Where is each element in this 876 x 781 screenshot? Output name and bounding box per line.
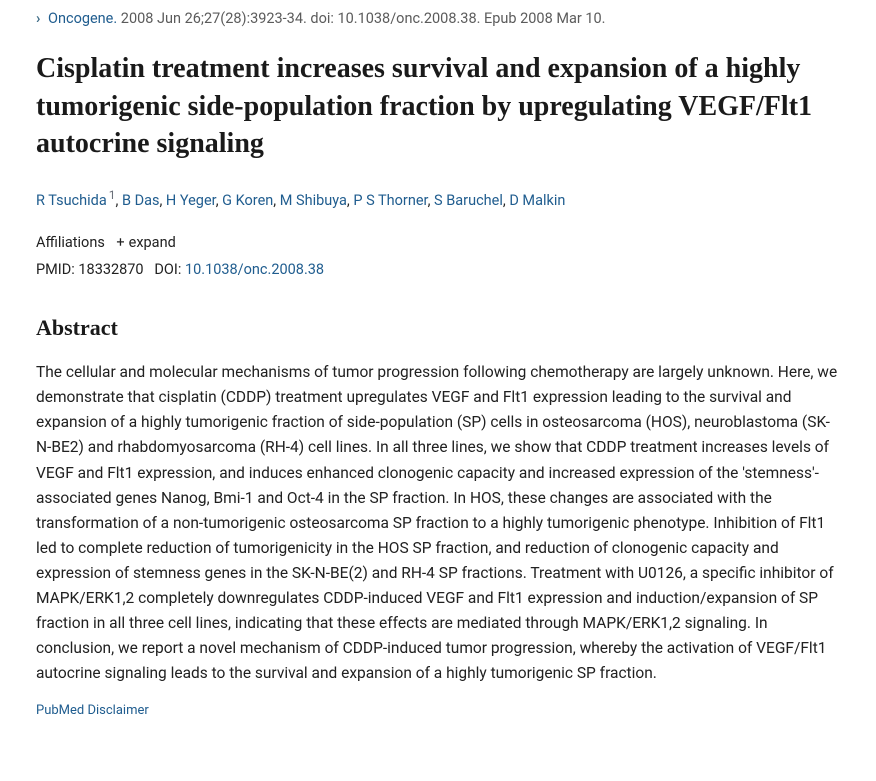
pmid-value: 18332870 — [78, 261, 143, 278]
author-link[interactable]: R Tsuchida — [36, 192, 107, 209]
plus-icon[interactable]: + — [116, 234, 124, 251]
author-link[interactable]: B Das — [122, 192, 160, 209]
expand-button[interactable]: expand — [129, 234, 176, 251]
author-link[interactable]: H Yeger — [166, 192, 216, 209]
abstract-text: The cellular and molecular mechanisms of… — [36, 360, 840, 686]
author-link[interactable]: S Baruchel — [434, 192, 503, 209]
author-link[interactable]: P S Thorner — [353, 192, 427, 209]
pmid-label: PMID: — [36, 261, 75, 278]
authors-list: R Tsuchida1, B Das, H Yeger, G Koren, M … — [36, 185, 840, 213]
affiliations-row: Affiliations + expand — [36, 232, 840, 254]
abstract-heading: Abstract — [36, 311, 840, 344]
doi-link[interactable]: 10.1038/onc.2008.38 — [185, 261, 324, 278]
citation-text: 2008 Jun 26;27(28):3923-34. doi: 10.1038… — [117, 10, 605, 27]
doi-label: DOI: — [154, 261, 181, 278]
pubmed-disclaimer-link[interactable]: PubMed Disclaimer — [36, 703, 149, 718]
author-link[interactable]: M Shibuya — [280, 192, 347, 209]
identifiers-row: PMID: 18332870 DOI: 10.1038/onc.2008.38 — [36, 259, 840, 281]
affiliations-label: Affiliations — [36, 234, 105, 251]
author-link[interactable]: G Koren — [222, 192, 273, 209]
chevron-right-icon: › — [36, 10, 40, 27]
journal-link[interactable]: Oncogene. — [48, 10, 117, 27]
breadcrumb: › Oncogene. 2008 Jun 26;27(28):3923-34. … — [36, 8, 840, 30]
disclaimer-row: PubMed Disclaimer — [36, 701, 840, 721]
author-link[interactable]: D Malkin — [509, 192, 565, 209]
article-title: Cisplatin treatment increases survival a… — [36, 50, 840, 163]
